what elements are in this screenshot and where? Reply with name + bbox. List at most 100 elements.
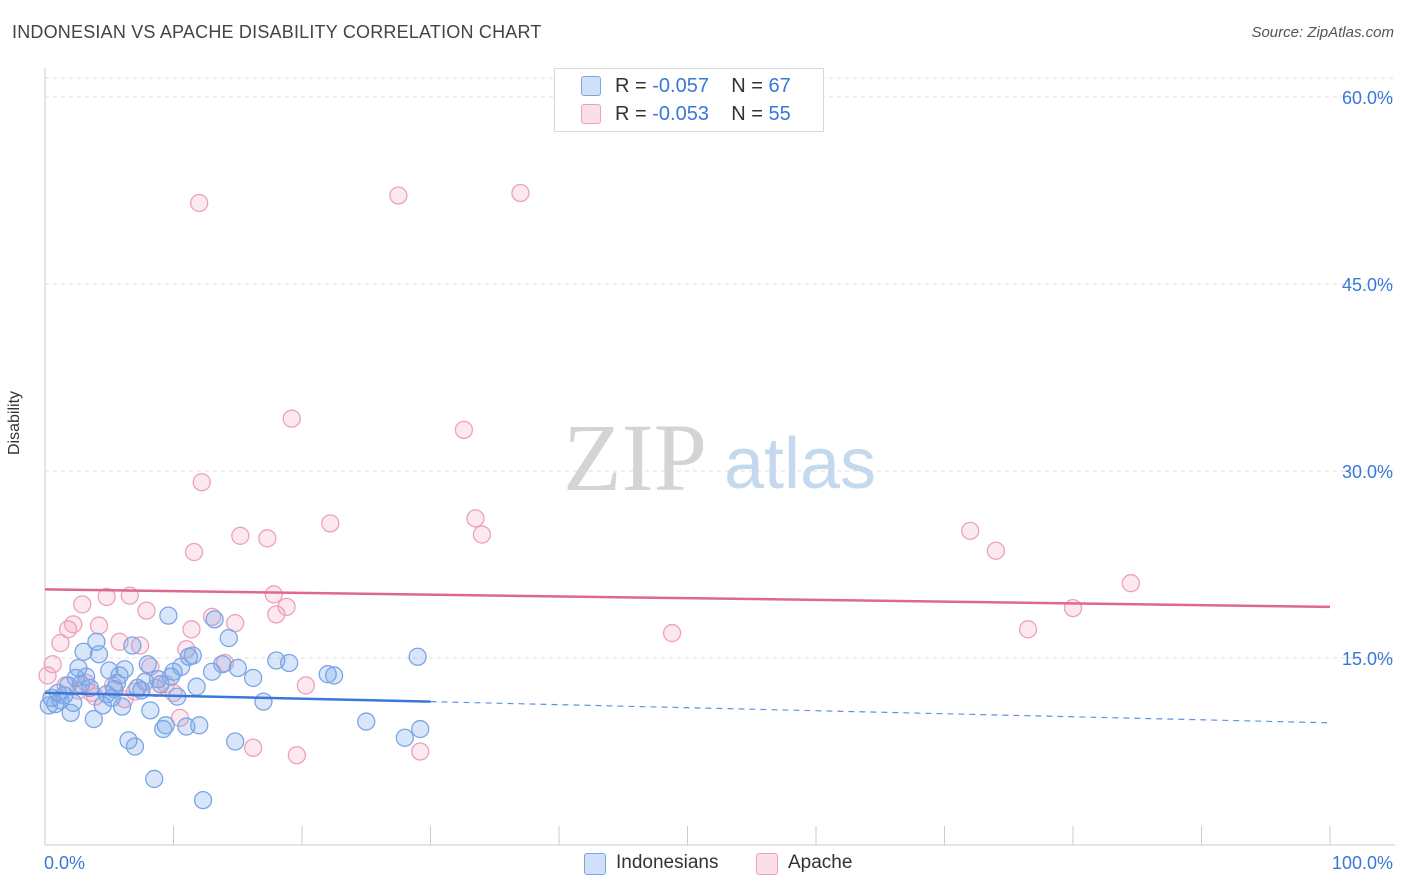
apache-point	[51, 633, 70, 653]
apache-point	[264, 585, 283, 604]
apache-point	[411, 742, 430, 761]
indonesians-points	[39, 606, 430, 810]
apache-point	[282, 409, 301, 428]
series-swatch-blue	[584, 853, 606, 875]
apache-point	[182, 620, 201, 639]
apache-point	[454, 420, 474, 440]
apache-point	[192, 473, 211, 492]
apache-point	[389, 186, 408, 205]
indonesians-point	[159, 606, 178, 625]
indonesians-point	[151, 675, 170, 694]
indonesians-point	[183, 646, 202, 665]
legend-r-value: -0.053	[652, 103, 709, 125]
y-tick-label: 60.0%	[1342, 88, 1393, 108]
indonesians-point	[202, 662, 222, 681]
indonesians-point	[279, 653, 299, 673]
watermark-atlas: atlas	[724, 424, 876, 504]
indonesians-point	[138, 655, 157, 674]
indonesians-point	[84, 709, 103, 729]
apache-point	[961, 521, 980, 540]
indonesians-point	[193, 790, 213, 810]
apache-point	[277, 597, 296, 617]
indonesians-point	[172, 657, 191, 676]
indonesians-point	[226, 732, 245, 751]
apache-point	[321, 514, 340, 533]
watermark: ZIP atlas	[563, 404, 876, 511]
x-tick-label-max: 100.0%	[1332, 853, 1393, 873]
trend-lines	[44, 588, 1331, 724]
legend-swatch-pink	[581, 104, 601, 124]
indonesians-point	[318, 665, 337, 684]
indonesians-point	[76, 667, 96, 686]
legend-n-label: N =	[731, 75, 769, 97]
axes	[44, 68, 1395, 846]
indonesians-point	[187, 677, 206, 696]
indonesians-point	[244, 668, 263, 688]
legend-swatch-blue	[581, 76, 601, 96]
apache-point	[244, 738, 263, 757]
indonesians-point	[156, 716, 175, 735]
apache-point	[472, 525, 492, 544]
indonesians-point	[357, 712, 376, 731]
legend-n-value: 55	[768, 103, 791, 125]
legend-r-label: R =	[615, 75, 653, 97]
indonesians-point	[64, 693, 83, 713]
apache-point	[43, 655, 62, 674]
apache-point	[258, 529, 277, 548]
y-tick-label: 30.0%	[1342, 462, 1393, 482]
x-tick-label-min: 0.0%	[44, 853, 85, 873]
legend-text-indonesians: R = -0.057 N = 67	[615, 75, 791, 98]
indonesians-trend-extension	[430, 701, 1331, 724]
source-label: Source: ZipAtlas.com	[1251, 24, 1394, 41]
apache-point	[231, 526, 250, 545]
indonesians-point	[254, 692, 273, 711]
apache-point	[296, 676, 316, 695]
legend-n-label: N =	[731, 103, 769, 125]
legend-text-apache: R = -0.053 N = 55	[615, 103, 791, 126]
indonesians-point	[411, 719, 430, 739]
apache-point	[64, 615, 83, 634]
apache-point	[1018, 620, 1038, 639]
indonesians-point	[205, 610, 224, 629]
indonesians-point	[408, 647, 427, 666]
indonesians-point	[324, 666, 344, 685]
indonesians-point	[190, 716, 209, 735]
apache-point	[511, 183, 530, 203]
apache-point	[1121, 574, 1140, 593]
apache-point	[184, 542, 204, 562]
indonesians-point	[141, 701, 160, 720]
legend-r-value: -0.057	[652, 75, 709, 97]
series-swatch-pink	[756, 853, 778, 875]
apache-point	[38, 666, 57, 685]
apache-point	[73, 595, 92, 614]
legend-n-value: 67	[768, 75, 791, 97]
apache-point	[662, 623, 682, 643]
indonesians-point	[213, 655, 232, 674]
watermark-zip: ZIP	[563, 404, 707, 511]
apache-point	[190, 193, 209, 213]
apache-point	[137, 601, 156, 620]
apache-point	[267, 605, 286, 624]
indonesians-point	[112, 697, 132, 716]
indonesians-point	[80, 678, 100, 698]
indonesians-point	[123, 636, 142, 655]
indonesians-point	[115, 660, 134, 679]
apache-point	[130, 636, 150, 655]
correlation-legend: R = -0.057 N = 67 R = -0.053 N = 55	[554, 68, 824, 132]
apache-point	[58, 620, 78, 639]
indonesians-point	[145, 769, 164, 789]
indonesians-point	[74, 642, 93, 661]
apache-point	[97, 587, 116, 607]
indonesians-point	[89, 645, 109, 664]
grid-lines	[45, 77, 1395, 659]
apache-point	[287, 746, 307, 765]
indonesians-point	[395, 728, 414, 747]
y-tick-label: 45.0%	[1342, 275, 1393, 295]
indonesians-trend-line	[44, 691, 431, 703]
indonesians-point	[125, 737, 145, 756]
apache-point	[986, 541, 1006, 560]
apache-point	[466, 509, 485, 528]
series-label-apache: Apache	[788, 852, 853, 873]
chart-title: INDONESIAN VS APACHE DISABILITY CORRELAT…	[12, 22, 542, 42]
